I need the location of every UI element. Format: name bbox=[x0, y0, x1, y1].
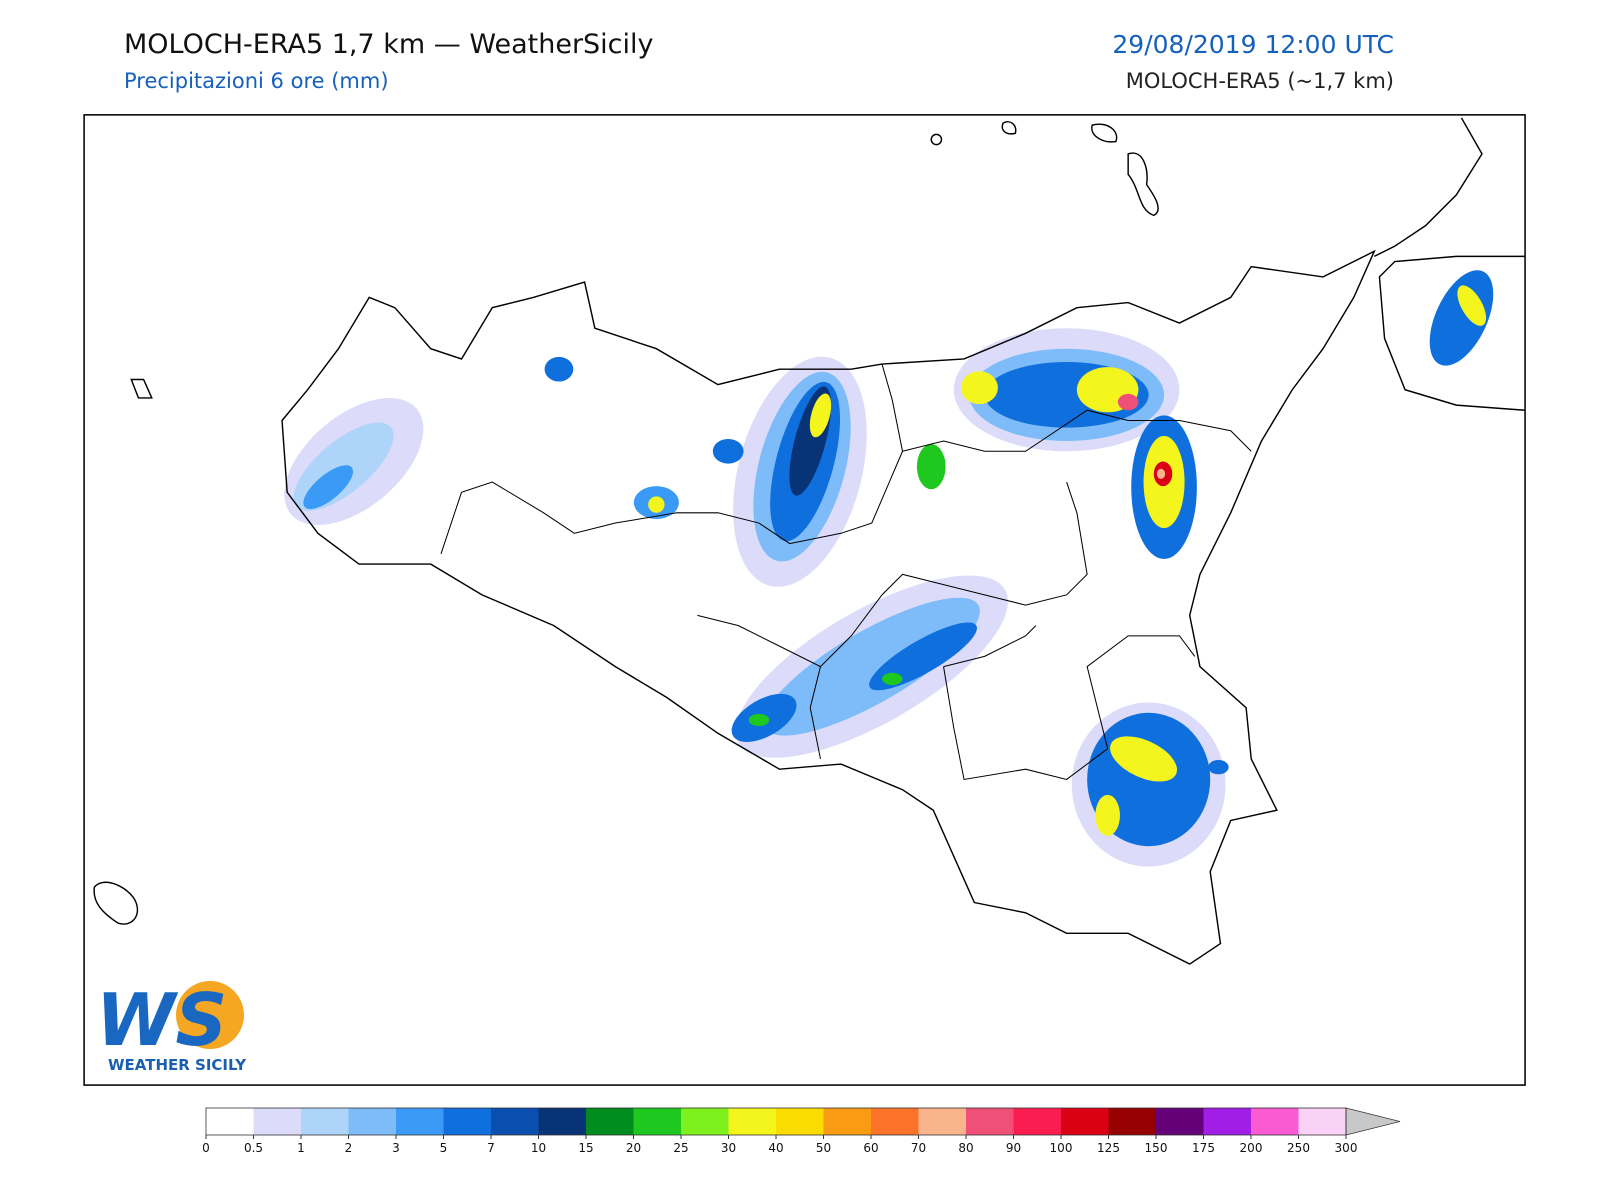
precipitation bbox=[284, 270, 1494, 867]
logo-initials: WS bbox=[96, 978, 227, 1062]
date: 29/08/2019 12:00 UTC bbox=[1112, 30, 1394, 59]
precip-west bbox=[284, 398, 424, 526]
colorbar-cell bbox=[301, 1108, 349, 1135]
map-frame bbox=[83, 114, 1526, 1086]
logo-sun bbox=[176, 981, 244, 1049]
colorbar-cell bbox=[776, 1108, 824, 1135]
colorbar-label: 0 bbox=[202, 1141, 210, 1155]
colorbar-label: 125 bbox=[1097, 1141, 1120, 1155]
colorbar-label: 20 bbox=[626, 1141, 641, 1155]
colorbar-cell bbox=[491, 1108, 539, 1135]
colorbar-cell bbox=[586, 1108, 634, 1135]
subtitle: Precipitazioni 6 ore (mm) bbox=[124, 69, 389, 93]
colorbar-cell bbox=[1251, 1108, 1299, 1135]
colorbar-label: 50 bbox=[816, 1141, 831, 1155]
colorbar: 0 0.5 1 2 3 5 7 10 15 20 25 30 40 50 60 70 80 90 100 125 150… bbox=[202, 1107, 1401, 1155]
precip-north-east bbox=[916, 270, 1494, 559]
colorbar-cell bbox=[1061, 1108, 1109, 1135]
colorbar-label: 30 bbox=[721, 1141, 736, 1155]
colorbar-cell bbox=[1298, 1108, 1346, 1135]
colorbar-label: 0.5 bbox=[244, 1141, 263, 1155]
map bbox=[83, 114, 1526, 1086]
colorbar-cell bbox=[348, 1108, 396, 1135]
model: MOLOCH-ERA5 (~1,7 km) bbox=[1126, 69, 1394, 93]
colorbar-label: 3 bbox=[392, 1141, 400, 1155]
colorbar-cell bbox=[918, 1108, 966, 1135]
title: MOLOCH-ERA5 1,7 km — WeatherSicily bbox=[124, 29, 654, 60]
colorbar-cell bbox=[966, 1108, 1014, 1135]
colorbar-label: 200 bbox=[1240, 1141, 1263, 1155]
colorbar-label: 100 bbox=[1050, 1141, 1073, 1155]
province-borders bbox=[440, 363, 1252, 781]
colorbar-label: 80 bbox=[958, 1141, 973, 1155]
colorbar-extend bbox=[1345, 1107, 1401, 1136]
precip-south-east bbox=[1071, 702, 1229, 867]
colorbar-label: 40 bbox=[768, 1141, 783, 1155]
colorbar-label: 10 bbox=[531, 1141, 546, 1155]
colorbar-cell bbox=[1156, 1108, 1204, 1135]
colorbar-label: 70 bbox=[911, 1141, 926, 1155]
colorbar-label: 250 bbox=[1287, 1141, 1310, 1155]
colorbar-label: 150 bbox=[1145, 1141, 1168, 1155]
colorbar-label: 15 bbox=[578, 1141, 593, 1155]
colorbar-label: 90 bbox=[1006, 1141, 1021, 1155]
colorbar-label: 2 bbox=[345, 1141, 353, 1155]
colorbar-label: 25 bbox=[673, 1141, 688, 1155]
colorbar-cell bbox=[681, 1108, 729, 1135]
coastline bbox=[93, 117, 1526, 965]
precip-centre bbox=[544, 356, 867, 587]
colorbar-label: 300 bbox=[1335, 1141, 1358, 1155]
colorbar-cell bbox=[871, 1108, 919, 1135]
colorbar-cell bbox=[1108, 1108, 1156, 1135]
colorbar-cell bbox=[1203, 1108, 1251, 1135]
colorbar-cell bbox=[1013, 1108, 1061, 1135]
colorbar-cell bbox=[633, 1108, 681, 1135]
colorbar-label: 7 bbox=[487, 1141, 495, 1155]
colorbar-cell bbox=[396, 1108, 444, 1135]
colorbar-cell bbox=[823, 1108, 871, 1135]
colorbar-cell bbox=[538, 1108, 586, 1135]
precip-south bbox=[731, 575, 1008, 758]
colorbar-label: 5 bbox=[440, 1141, 448, 1155]
logo-name: WEATHER SICILY bbox=[108, 1056, 247, 1074]
colorbar-label: 1 bbox=[297, 1141, 305, 1155]
colorbar-label: 175 bbox=[1192, 1141, 1215, 1155]
colorbar-cell bbox=[443, 1108, 491, 1135]
colorbar-cell bbox=[253, 1108, 301, 1135]
colorbar-cell bbox=[728, 1108, 776, 1135]
colorbar-label: 60 bbox=[863, 1141, 878, 1155]
logo: WS WEATHER SICILY bbox=[96, 978, 247, 1074]
colorbar-cell bbox=[206, 1108, 254, 1135]
